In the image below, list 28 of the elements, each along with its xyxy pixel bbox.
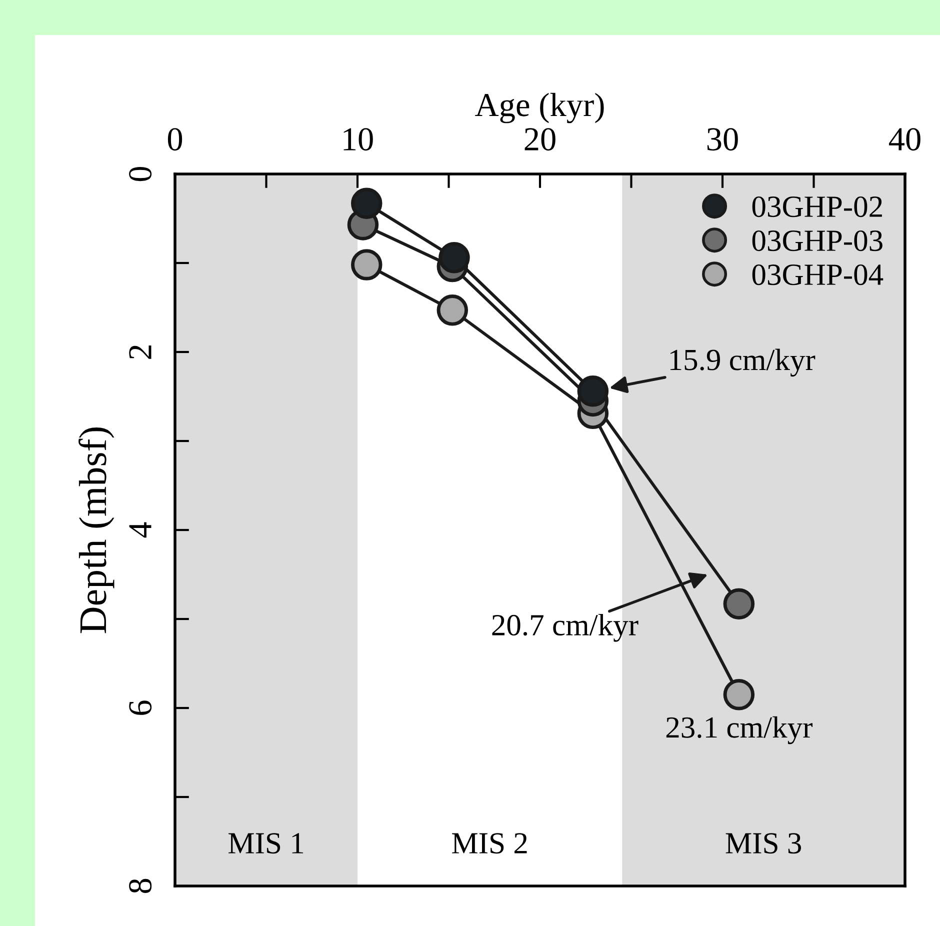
x-tick-label: 10 — [344, 128, 373, 151]
annotation: 23.1 cm/kyr — [666, 716, 812, 744]
legend-label: 03GHP-02 — [752, 196, 882, 218]
annotation: 15.9 cm/kyr — [670, 348, 816, 377]
annotation: MIS 2 — [452, 833, 527, 854]
point — [723, 588, 755, 620]
point — [438, 242, 470, 274]
legend-label: 03GHP-03 — [752, 230, 882, 252]
y-tick-label: 2 — [129, 346, 152, 359]
point — [351, 249, 382, 280]
x-axis-title: Age (kyr) — [475, 92, 604, 124]
x-tick-label: 0 — [168, 128, 182, 151]
point — [577, 376, 609, 407]
x-tick-label: 30 — [707, 128, 738, 151]
band-label: MIS 3 — [726, 833, 801, 854]
y-tick-label: 8 — [129, 878, 152, 894]
point — [351, 188, 382, 219]
y-tick-label: 4 — [129, 522, 152, 538]
legend-label: 03GHP-04 — [752, 264, 884, 286]
annotation: 20.7 cm/kyr — [492, 614, 638, 642]
x-tick-label: 40 — [888, 128, 920, 151]
point — [723, 679, 755, 710]
band-label: MIS 1 — [228, 833, 304, 854]
y-tick-label: 0 — [129, 166, 152, 182]
point — [436, 294, 468, 326]
y-axis-title: Depth (mbsf) — [78, 427, 114, 634]
x-tick-label: 20 — [524, 128, 556, 151]
y-tick-label: 6 — [129, 700, 152, 715]
